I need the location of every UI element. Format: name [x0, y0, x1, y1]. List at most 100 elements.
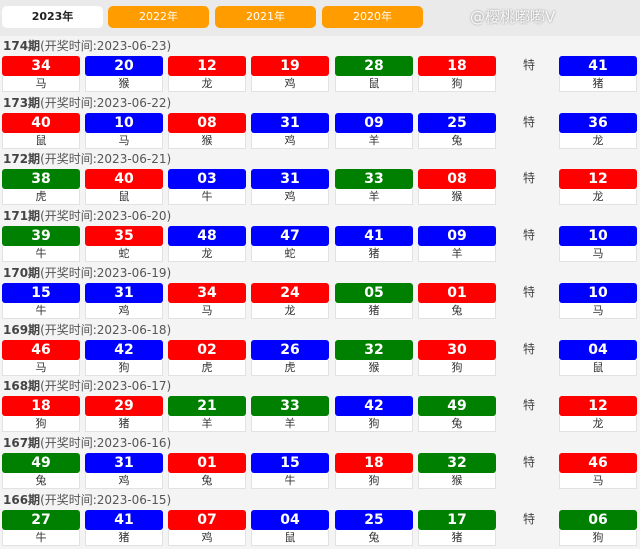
- ball-zodiac: 猴: [85, 76, 163, 92]
- ball-number: 29: [85, 396, 163, 417]
- ball-zodiac: 兔: [2, 472, 80, 489]
- ball-zodiac: 猴: [418, 189, 496, 206]
- ball-number: 31: [85, 452, 163, 473]
- ball: 27 牛: [2, 509, 80, 546]
- ball: 07 鸡: [168, 509, 246, 546]
- ball-zodiac: 鼠: [251, 529, 329, 546]
- ball-zodiac: 兔: [418, 132, 496, 149]
- ball: 15 牛: [2, 282, 80, 319]
- special-label: 特: [522, 454, 535, 469]
- ball-number: 03: [168, 169, 246, 190]
- ball-number: 32: [335, 339, 413, 360]
- draw-time: (开奖时间:2023-06-16): [40, 435, 172, 450]
- draw-row: 166期(开奖时间:2023-06-15) 27 牛 41 猪 07 鸡 04 鼠 25 兔 17 猪 0…: [0, 490, 640, 547]
- ball-zodiac: 猴: [418, 472, 496, 489]
- ball-zodiac: 狗: [335, 416, 413, 433]
- ball-number: 01: [168, 452, 246, 473]
- ball-zodiac: 羊: [335, 189, 413, 206]
- tab-year-2021[interactable]: 2021年: [215, 6, 316, 28]
- ball-zodiac: 鸡: [168, 529, 246, 546]
- ball-number: 15: [2, 282, 80, 303]
- ball-number: 21: [168, 396, 246, 417]
- ball: 38 虎: [2, 169, 80, 206]
- special-label: 特: [522, 58, 535, 72]
- ball-number: 32: [418, 452, 496, 473]
- ball: 31 鸡: [85, 452, 163, 489]
- ball: 18 狗: [2, 396, 80, 433]
- ball-zodiac: 猪: [85, 529, 163, 546]
- ball-zodiac: 鸡: [85, 302, 163, 319]
- ball-number: 10: [85, 112, 163, 133]
- ball-number: 33: [251, 396, 329, 417]
- special-label: 特: [522, 341, 535, 356]
- ball: 04 鼠: [251, 509, 329, 546]
- ball-number: 36: [559, 112, 637, 133]
- ball: 34 马: [2, 56, 80, 92]
- ball: 25 兔: [335, 509, 413, 546]
- ball-number: 35: [85, 226, 163, 247]
- ball-zodiac: 龙: [559, 416, 637, 433]
- ball-zodiac: 鼠: [85, 189, 163, 206]
- ball: 21 羊: [168, 396, 246, 433]
- ball-zodiac: 狗: [85, 359, 163, 376]
- ball-zodiac: 牛: [168, 189, 246, 206]
- ball: 42 狗: [85, 339, 163, 376]
- tab-year-2022[interactable]: 2022年: [108, 6, 209, 28]
- draw-time: (开奖时间:2023-06-23): [40, 39, 172, 53]
- ball: 49 兔: [2, 452, 80, 489]
- special-ball: 46 马: [559, 452, 637, 489]
- ball: 34 马: [168, 282, 246, 319]
- special-label: 特: [522, 228, 535, 243]
- special-label: 特: [522, 171, 535, 186]
- ball-zodiac: 龙: [559, 132, 637, 149]
- tab-year-2023[interactable]: 2023年: [2, 6, 103, 28]
- ball-number: 08: [168, 112, 246, 133]
- ball-number: 25: [335, 509, 413, 530]
- ball-zodiac: 马: [85, 132, 163, 149]
- ball-number: 41: [335, 226, 413, 247]
- ball-number: 34: [2, 56, 80, 76]
- draw-time: (开奖时间:2023-06-20): [40, 209, 172, 224]
- draw-title: 166期(开奖时间:2023-06-15): [3, 492, 171, 509]
- ball-number: 26: [251, 339, 329, 360]
- issue-number: 169期: [3, 322, 41, 337]
- year-tabs: 2023年 2022年 2021年 2020年: [0, 0, 640, 36]
- ball-zodiac: 龙: [168, 246, 246, 263]
- ball: 10 马: [85, 112, 163, 149]
- ball-number: 09: [418, 226, 496, 247]
- ball: 25 兔: [418, 112, 496, 149]
- ball-zodiac: 猪: [85, 416, 163, 433]
- ball-number: 42: [335, 396, 413, 417]
- ball-zodiac: 鸡: [251, 76, 329, 92]
- ball-number: 06: [559, 509, 637, 530]
- draw-title: 168期(开奖时间:2023-06-17): [3, 378, 171, 395]
- ball-number: 18: [2, 396, 80, 417]
- ball-number: 41: [85, 509, 163, 530]
- draw-time: (开奖时间:2023-06-22): [40, 95, 172, 110]
- ball: 47 蛇: [251, 226, 329, 263]
- draw-title: 169期(开奖时间:2023-06-18): [3, 322, 171, 339]
- draw-title: 170期(开奖时间:2023-06-19): [3, 265, 171, 282]
- ball-number: 18: [418, 56, 496, 76]
- issue-number: 166期: [3, 492, 41, 507]
- ball-zodiac: 猴: [168, 132, 246, 149]
- issue-number: 167期: [3, 435, 41, 450]
- ball: 46 马: [2, 339, 80, 376]
- ball-zodiac: 龙: [251, 302, 329, 319]
- ball-zodiac: 马: [559, 302, 637, 319]
- special-ball: 10 马: [559, 282, 637, 319]
- draw-time: (开奖时间:2023-06-17): [40, 379, 172, 394]
- special-label: 特: [522, 284, 535, 299]
- tab-year-2020[interactable]: 2020年: [322, 6, 423, 28]
- ball: 40 鼠: [2, 112, 80, 149]
- ball-zodiac: 猪: [418, 529, 496, 546]
- special-ball: 36 龙: [559, 112, 637, 149]
- ball-number: 20: [85, 56, 163, 76]
- ball-zodiac: 龙: [168, 76, 246, 92]
- ball-zodiac: 牛: [2, 246, 80, 263]
- ball-number: 10: [559, 282, 637, 303]
- ball: 18 狗: [335, 452, 413, 489]
- issue-number: 171期: [3, 209, 41, 224]
- ball-number: 04: [559, 339, 637, 360]
- special-label: 特: [522, 511, 535, 526]
